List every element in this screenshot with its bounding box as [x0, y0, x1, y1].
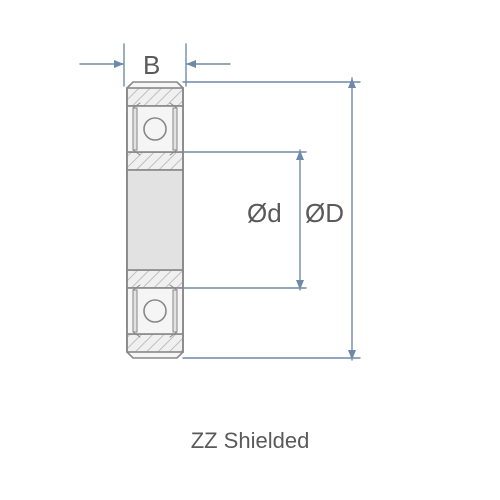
dimension-label-outer-diameter-D: ØD	[305, 198, 344, 229]
bearing-diagram-svg	[0, 0, 500, 500]
diagram-caption: ZZ Shielded	[0, 428, 500, 454]
dimension-label-bore-diameter-d: Ød	[247, 198, 282, 229]
dimension-label-width-B: B	[143, 50, 160, 81]
diagram-canvas: B Ød ØD ZZ Shielded	[0, 0, 500, 500]
